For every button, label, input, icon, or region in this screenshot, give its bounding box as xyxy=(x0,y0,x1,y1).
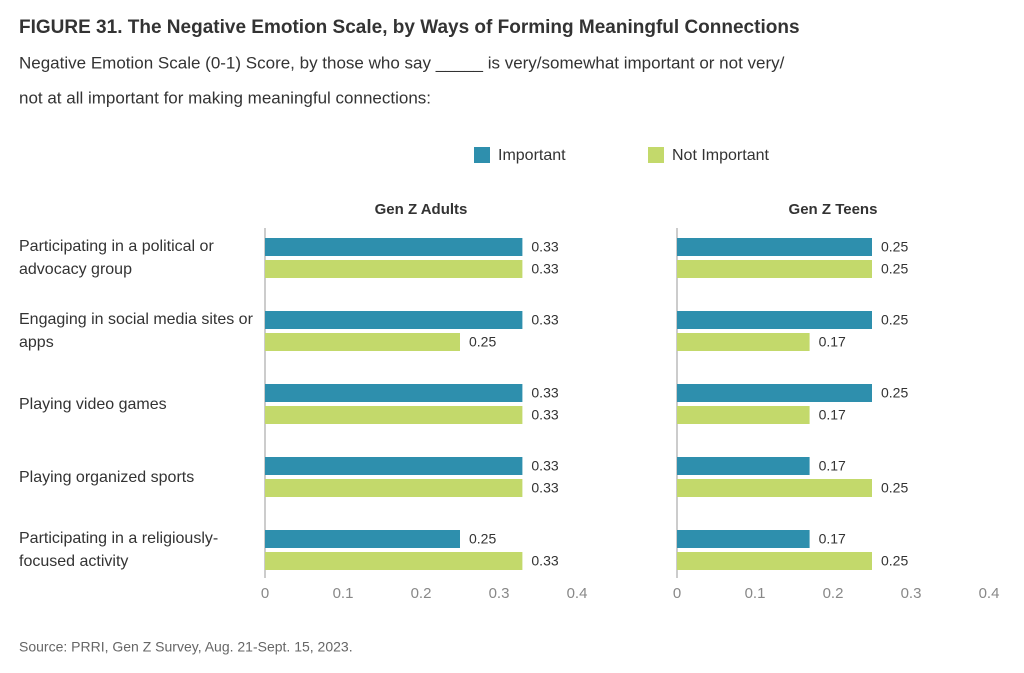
x-tick-label: 0.3 xyxy=(489,585,510,602)
data-label: 0.33 xyxy=(531,261,558,277)
data-label: 0.25 xyxy=(469,334,496,350)
bar xyxy=(265,552,523,570)
data-label: 0.17 xyxy=(819,334,846,350)
bar xyxy=(677,406,810,424)
chart-title: FIGURE 31. The Negative Emotion Scale, b… xyxy=(19,17,800,38)
x-tick-label: 0.1 xyxy=(333,585,354,602)
x-tick-label: 0.1 xyxy=(745,585,766,602)
data-label: 0.17 xyxy=(819,531,846,547)
subtitle: Negative Emotion Scale (0-1) Score, by t… xyxy=(19,53,785,72)
legend-label: Not Important xyxy=(672,147,769,164)
category-label: Playing organized sports xyxy=(19,468,195,486)
data-label: 0.25 xyxy=(881,385,908,401)
bar xyxy=(265,406,523,424)
bar xyxy=(265,238,523,256)
data-label: 0.25 xyxy=(469,531,496,547)
subtitle: not at all important for making meaningf… xyxy=(19,88,431,107)
bar xyxy=(677,260,872,278)
data-label: 0.17 xyxy=(819,458,846,474)
bar xyxy=(265,479,523,497)
x-tick-label: 0.2 xyxy=(823,585,844,602)
x-tick-label: 0.3 xyxy=(901,585,922,602)
data-label: 0.33 xyxy=(531,385,558,401)
data-label: 0.33 xyxy=(531,480,558,496)
category-label: Participating in a religiously-focused a… xyxy=(19,530,219,570)
legend-label: Important xyxy=(498,147,566,164)
bar xyxy=(677,311,872,329)
x-tick-label: 0.2 xyxy=(411,585,432,602)
data-label: 0.33 xyxy=(531,407,558,423)
data-label: 0.25 xyxy=(881,312,908,328)
data-label: 0.33 xyxy=(531,312,558,328)
source: Source: PRRI, Gen Z Survey, Aug. 21-Sept… xyxy=(19,639,353,655)
category-label: Participating in a political or advocacy… xyxy=(19,238,214,278)
panel-title: Gen Z Adults xyxy=(375,201,468,218)
panel-title: Gen Z Teens xyxy=(789,201,878,218)
bar xyxy=(265,311,523,329)
data-label: 0.25 xyxy=(881,553,908,569)
bar xyxy=(265,333,460,351)
data-label: 0.33 xyxy=(531,553,558,569)
x-tick-label: 0.4 xyxy=(567,585,588,602)
category-label: Engaging in social media sites or apps xyxy=(19,311,253,351)
legend-swatch xyxy=(474,147,490,163)
data-label: 0.17 xyxy=(819,407,846,423)
bar xyxy=(677,552,872,570)
data-label: 0.33 xyxy=(531,239,558,255)
bar xyxy=(265,384,523,402)
bar xyxy=(677,333,810,351)
data-label: 0.33 xyxy=(531,458,558,474)
bar xyxy=(677,238,872,256)
x-tick-label: 0.4 xyxy=(979,585,1000,602)
data-label: 0.25 xyxy=(881,480,908,496)
legend-swatch xyxy=(648,147,664,163)
x-tick-label: 0 xyxy=(261,585,269,602)
bar xyxy=(265,457,523,475)
x-tick-label: 0 xyxy=(673,585,681,602)
category-label: Playing video games xyxy=(19,395,167,413)
data-label: 0.25 xyxy=(881,239,908,255)
bar xyxy=(677,530,810,548)
bar xyxy=(677,384,872,402)
bar xyxy=(677,457,810,475)
data-label: 0.25 xyxy=(881,261,908,277)
bar xyxy=(677,479,872,497)
bar xyxy=(265,530,460,548)
bar xyxy=(265,260,523,278)
